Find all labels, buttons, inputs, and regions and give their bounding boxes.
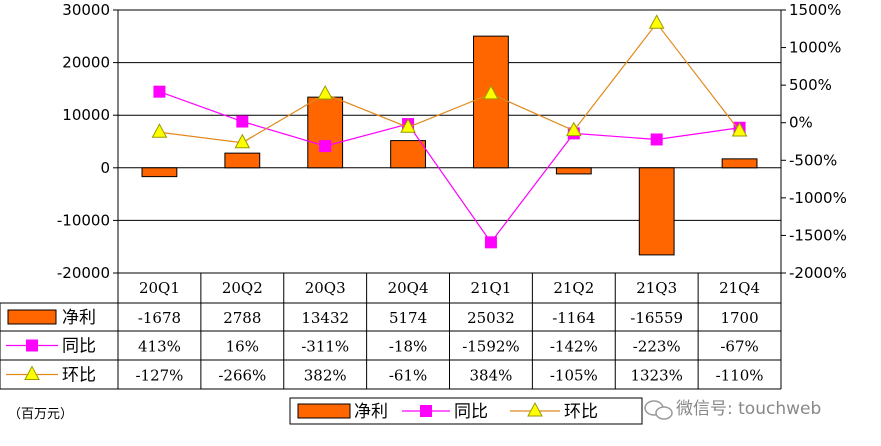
table-cell: 25032	[467, 309, 515, 327]
right-tick-label: -1500%	[789, 226, 847, 244]
bar	[638, 167, 675, 256]
table-cell: 1700	[720, 309, 758, 327]
table-cell: -110%	[716, 367, 764, 385]
point-qoq	[234, 133, 251, 149]
watermark-text: 微信号: touchweb	[676, 399, 821, 419]
left-axis-ticks: 30000 20000 10000 0 -10000 -20000	[57, 1, 118, 282]
row-label: 环比	[62, 366, 96, 386]
left-tick-label: -20000	[57, 264, 110, 282]
table-cell: 1323%	[630, 367, 682, 385]
table-cell: -266%	[218, 367, 266, 385]
watermark: 微信号: touchweb	[644, 399, 821, 420]
right-tick-label: 0%	[789, 114, 813, 132]
category-label: 21Q4	[719, 279, 760, 297]
right-tick-label: -500%	[789, 151, 837, 169]
key-qoq-marker	[24, 365, 40, 380]
category-label: 21Q3	[636, 279, 677, 297]
legend: 净利 同比 环比	[289, 397, 643, 425]
point-qoq	[565, 121, 582, 137]
table-cell: 413%	[138, 338, 181, 356]
left-tick-label: 0	[100, 159, 110, 177]
gridlines	[118, 9, 781, 274]
legend-label: 同比	[454, 402, 488, 422]
bar	[555, 167, 592, 175]
table-cell: -1592%	[462, 338, 520, 356]
left-tick-label: -10000	[57, 211, 110, 229]
category-label: 20Q4	[388, 279, 429, 297]
point-qoq	[400, 118, 416, 133]
point-qoq	[151, 123, 168, 138]
table-cell: 13432	[301, 309, 349, 327]
table-cell: -127%	[135, 367, 183, 385]
bar	[721, 158, 758, 169]
point-qoq	[731, 121, 748, 137]
left-tick-label: 30000	[62, 1, 110, 19]
table-cell: 384%	[469, 367, 512, 385]
legend-label: 净利	[354, 402, 388, 422]
point-yoy	[484, 236, 497, 249]
data-table: 20Q1 20Q2 20Q3 20Q4 21Q1 21Q2 21Q3 21Q4 净利 -1678 2…	[0, 272, 782, 390]
table-cell: -1164	[552, 309, 595, 327]
table-cell: 16%	[226, 338, 259, 356]
right-axis-ticks: 1500% 1000% 500% 0% -500% -1000% -1500% -2000%	[781, 1, 847, 282]
table-cell: -18%	[389, 338, 427, 356]
right-tick-label: -2000%	[789, 264, 847, 282]
category-label: 20Q2	[222, 279, 263, 297]
table-cell: -61%	[389, 367, 427, 385]
bar	[390, 140, 426, 169]
table-cell: -223%	[633, 338, 681, 356]
bar	[473, 35, 509, 169]
point-yoy	[153, 85, 166, 98]
right-tick-label: -1000%	[789, 189, 847, 207]
table-cell: -1678	[138, 309, 181, 327]
legend-key-qoq-marker	[527, 401, 543, 417]
right-tick-label: 500%	[789, 76, 832, 94]
bar-series-net-profit	[141, 35, 758, 256]
axes	[117, 9, 782, 274]
wechat-icon	[644, 400, 673, 420]
line-yoy	[159, 91, 740, 244]
legend-key-net-profit	[297, 403, 351, 419]
table-cell: -67%	[720, 338, 758, 356]
point-yoy	[319, 140, 332, 153]
category-label: 21Q2	[553, 279, 594, 297]
right-tick-label: 1000%	[789, 39, 841, 57]
point-qoq	[317, 84, 334, 100]
unit-note: （百万元）	[8, 407, 73, 422]
bar	[224, 152, 261, 169]
category-label: 21Q1	[470, 279, 511, 297]
table-cell: -16559	[630, 309, 683, 327]
table-cell: 5174	[389, 309, 427, 327]
bar	[307, 96, 344, 169]
bar	[141, 167, 178, 178]
point-yoy	[236, 115, 249, 128]
line-qoq	[159, 22, 741, 144]
row-label: 净利	[62, 308, 96, 328]
left-tick-label: 10000	[62, 106, 110, 124]
table-cell: -142%	[550, 338, 598, 356]
row-label: 同比	[62, 337, 96, 357]
left-tick-label: 20000	[62, 54, 110, 72]
table-cell: 2788	[223, 309, 261, 327]
category-label: 20Q1	[139, 279, 180, 297]
legend-label: 环比	[564, 402, 598, 422]
key-net-profit	[7, 309, 57, 325]
legend-key-yoy-marker	[420, 405, 432, 417]
table-cell: -311%	[301, 338, 349, 356]
key-yoy-marker	[26, 339, 38, 352]
category-label: 20Q3	[305, 279, 346, 297]
table-cell: -105%	[550, 367, 598, 385]
line-series	[151, 14, 748, 249]
point-qoq	[648, 14, 665, 29]
point-yoy	[650, 133, 663, 146]
plot-frame	[117, 9, 782, 274]
point-qoq	[483, 84, 499, 100]
right-tick-label: 1500%	[789, 1, 841, 19]
table-cell: 382%	[304, 367, 347, 385]
